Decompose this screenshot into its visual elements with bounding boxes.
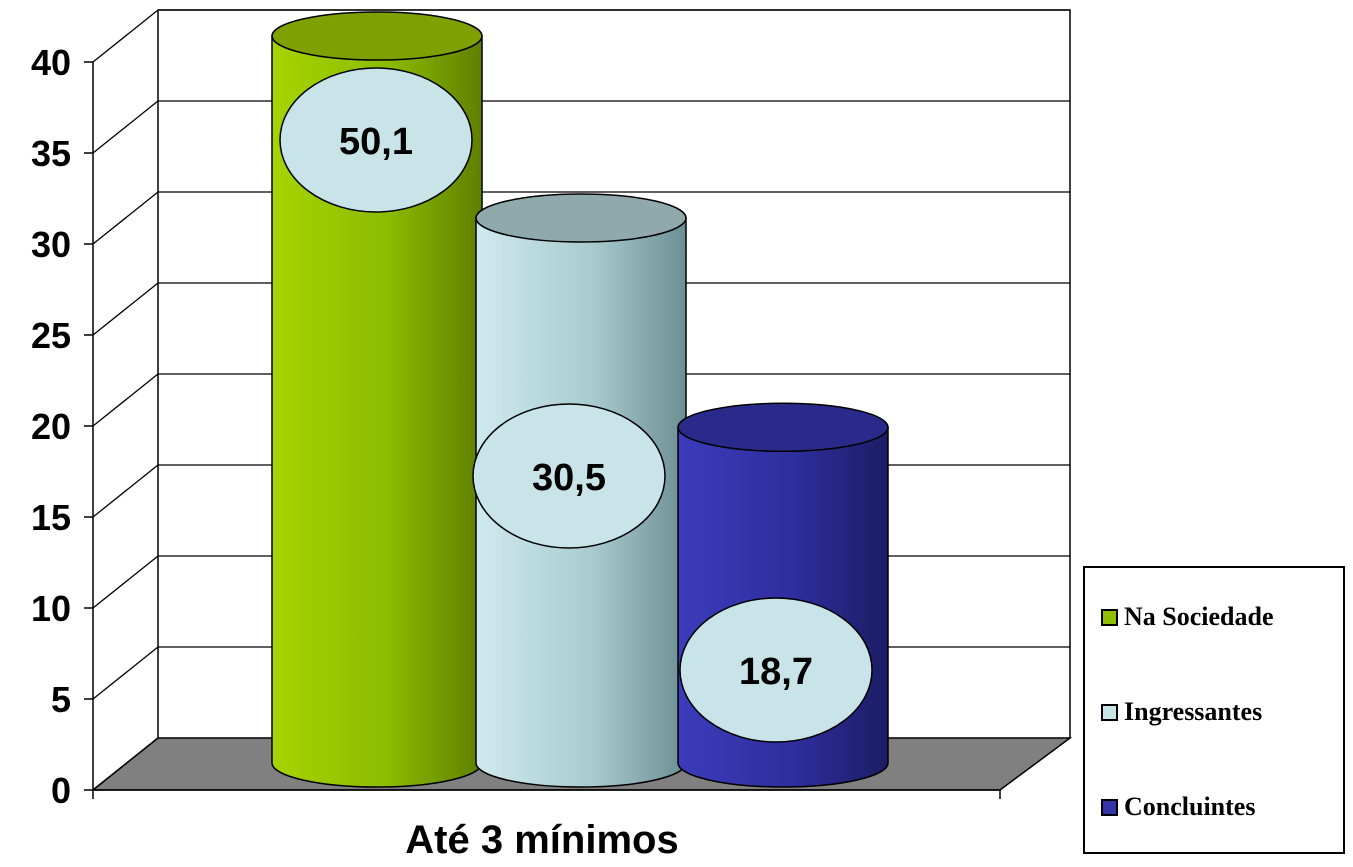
data-label-bubble (679, 597, 873, 743)
legend-item-concluintes: Concluintes (1101, 792, 1255, 822)
data-label-text: 18,7 (739, 651, 813, 693)
gridline-side (92, 464, 159, 518)
y-tick-label: 30 (31, 224, 71, 265)
gridline-side (92, 555, 159, 609)
gridline-side (92, 191, 159, 245)
bar-top (271, 11, 483, 61)
gridline-side (92, 646, 159, 700)
data-label: 50,1 (279, 67, 473, 213)
y-tick-label: 15 (31, 497, 71, 538)
y-axis: 0 5 10 15 20 25 30 35 40 (31, 42, 1001, 811)
legend-item-ingressantes: Ingressantes (1101, 697, 1262, 727)
data-label-bubble (472, 403, 666, 549)
data-labels: 50,1 30,5 18,7 (279, 67, 873, 743)
gridline-side (92, 9, 159, 63)
y-tick-label: 35 (31, 133, 71, 174)
legend-swatch-ingressantes (1101, 703, 1118, 721)
legend-swatch-concluintes (1101, 798, 1118, 816)
bars (271, 11, 889, 788)
y-tick-label: 20 (31, 406, 71, 447)
data-label-text: 30,5 (532, 457, 606, 499)
data-label-text: 50,1 (339, 121, 413, 163)
y-tick-label: 10 (31, 588, 71, 629)
bar-top (677, 402, 889, 453)
y-tick-label: 0 (51, 770, 71, 811)
legend-swatch-na-sociedade (1101, 608, 1118, 626)
legend-label: Na Sociedade (1124, 602, 1274, 631)
gridline-side (92, 100, 159, 154)
category-label: Até 3 mínimos (405, 818, 678, 862)
legend: Na Sociedade Ingressantes Concluintes (1083, 566, 1345, 854)
bar-na-sociedade (271, 11, 483, 788)
legend-label: Concluintes (1124, 792, 1256, 821)
legend-label: Ingressantes (1124, 697, 1263, 726)
data-label: 18,7 (679, 597, 873, 743)
gridline-side (92, 282, 159, 336)
y-tick-label: 25 (31, 315, 71, 356)
gridline-side (92, 373, 159, 427)
data-label: 30,5 (472, 403, 666, 549)
legend-item-na-sociedade: Na Sociedade (1101, 602, 1274, 632)
data-label-bubble (279, 67, 473, 213)
y-tick-label: 40 (31, 42, 71, 83)
bar-body (271, 35, 483, 788)
bar-top (475, 193, 687, 243)
y-tick-label: 5 (51, 679, 71, 720)
